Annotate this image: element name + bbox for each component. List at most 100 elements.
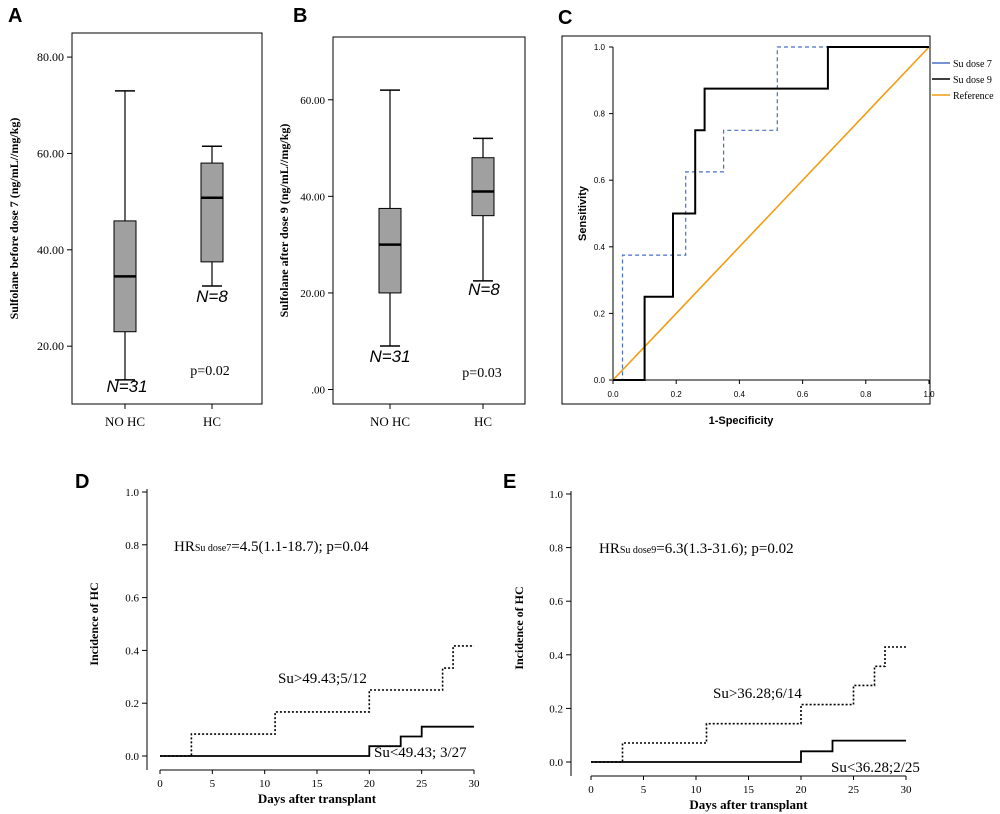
hr-subscript: Su dose9 [620,545,656,556]
panel-b: B .00 20.00 40.00 60.00 Sulfolane after dose … [277,5,526,429]
hazard-ratio-label: HRSu dose9=6.3(1.3-31.6); p=0.02 [599,541,794,557]
y-tick-label: 20.00 [300,288,325,300]
hr-values: =4.5(1.1-18.7); p=0.04 [231,539,369,555]
series-label: Su<36.28;2/25 [831,760,920,776]
y-tick-label: 0.2 [125,698,139,710]
y-tick-label: 1.0 [594,43,606,52]
x-tick-label: 25 [416,778,428,790]
x-tick-label: 0.8 [860,390,872,399]
y-axis-label: Sensitivity [577,185,589,241]
iqr-box [200,162,224,263]
x-tick-label: NO HC [105,414,145,429]
hazard-ratio-label: HRSu dose7=4.5(1.1-18.7); p=0.04 [174,539,369,555]
x-tick-label: 15 [312,778,324,790]
y-axis-label: Sulfolane before dose 7 (ng/mL//mg/kg) [7,118,21,320]
y-axis-label: Incidence of HC [87,582,101,665]
x-tick-label: HC [474,414,492,429]
iqr-box [378,207,402,294]
n-label: N=8 [468,280,500,299]
panel-e: E 0.0 0.2 0.4 0.6 0.8 1.0 0 5 10 15 20 25 30 Days afte… [503,471,920,812]
x-tick-label: 0.4 [734,390,746,399]
y-tick-label: 0.4 [125,645,139,657]
x-tick-label: 15 [743,784,755,796]
p-value-label: p=0.02 [190,364,229,379]
series-label: Su>36.28;6/14 [713,686,802,702]
high-group-curve [160,645,474,757]
roc-curve-su-dose-9 [613,46,929,381]
x-tick-label: 25 [848,784,860,796]
x-tick-label: 5 [641,784,647,796]
y-tick-label: 0.8 [549,543,563,555]
outer-frame [561,35,931,405]
x-tick-label: 0 [588,784,594,796]
y-tick-label: 20.00 [37,339,64,353]
y-tick-label: 40.00 [300,191,325,203]
x-tick-label: 30 [469,778,481,790]
x-tick-label: 5 [210,778,216,790]
n-label: N=31 [369,347,410,366]
x-tick-label: 10 [691,784,703,796]
panel-letter: D [75,471,89,493]
y-tick-label: 60.00 [37,146,64,160]
high-group-curve [591,646,906,763]
x-axis-label: Days after transplant [689,797,808,812]
y-tick-label: 0.0 [594,376,606,385]
x-tick-label: 30 [901,784,913,796]
y-tick-label: 80.00 [37,50,64,64]
x-tick-label: 0 [157,778,163,790]
x-tick-label: 0.0 [607,390,619,399]
panel-a: A 20.00 40.00 60.00 80.00 Sulfolane before do… [7,5,263,429]
plot-frame [71,32,263,405]
n-label: N=31 [106,377,147,396]
roc-curve-reference [612,46,930,381]
hr-values: =6.3(1.3-31.6); p=0.02 [656,541,793,557]
panel-letter: B [293,5,307,27]
y-tick-label: .00 [311,385,325,397]
low-group-curve [591,739,906,763]
y-tick-label: 0.8 [594,110,606,119]
iqr-box [471,157,495,217]
panel-c: C 0.0 0.2 0.4 0.6 0.8 1.0 0.0 0.2 0.4 0.6 0.8 1.0 1-S… [558,7,994,427]
low-group-curve [160,725,474,757]
y-tick-label: 1.0 [549,489,563,501]
x-tick-label: NO HC [370,414,410,429]
y-tick-label: 1.0 [125,487,139,499]
x-tick-label: 0.6 [797,390,809,399]
n-label: N=8 [196,287,228,306]
y-tick-label: 0.2 [549,703,563,715]
y-tick-label: 60.00 [300,95,325,107]
hr-text: HR [174,539,195,555]
y-axis-label: Sulfolane after dose 9 (ng/mL//mg/kg) [277,124,291,318]
hr-text: HR [599,541,620,557]
hr-subscript: Su dose7 [195,543,231,554]
legend-entry: Su dose 7 [953,59,992,70]
x-tick-label: 20 [796,784,808,796]
y-tick-label: 0.6 [125,593,139,605]
x-tick-label: 20 [364,778,376,790]
y-tick-label: 0.6 [594,176,606,185]
y-axis-label: Incidence of HC [512,586,526,669]
x-tick-label: 1.0 [923,390,935,399]
series-label: Su>49.43;5/12 [278,671,367,687]
plot-frame [332,36,526,405]
legend-entry: Reference [953,91,994,102]
x-axis-label: 1-Specificity [709,415,775,427]
y-tick-label: 0.4 [549,650,563,662]
y-tick-label: 0.2 [594,309,606,318]
panel-letter: C [558,7,572,29]
y-tick-label: 0.4 [594,243,606,252]
y-tick-label: 0.8 [125,540,139,552]
x-tick-label: 0.2 [671,390,683,399]
x-tick-label: 10 [259,778,271,790]
y-tick-label: 40.00 [37,243,64,257]
panel-d: D 0.0 0.2 0.4 0.6 0.8 1.0 0 5 10 15 20 25 30 Days afte… [75,471,480,806]
panel-letter: E [503,471,516,493]
x-axis-label: Days after transplant [258,791,377,806]
y-tick-label: 0.0 [125,751,139,763]
series-label: Su<49.43; 3/27 [374,745,467,761]
y-tick-label: 0.0 [549,757,563,769]
x-tick-label: HC [203,414,221,429]
p-value-label: p=0.03 [462,366,501,381]
y-tick-label: 0.6 [549,596,563,608]
